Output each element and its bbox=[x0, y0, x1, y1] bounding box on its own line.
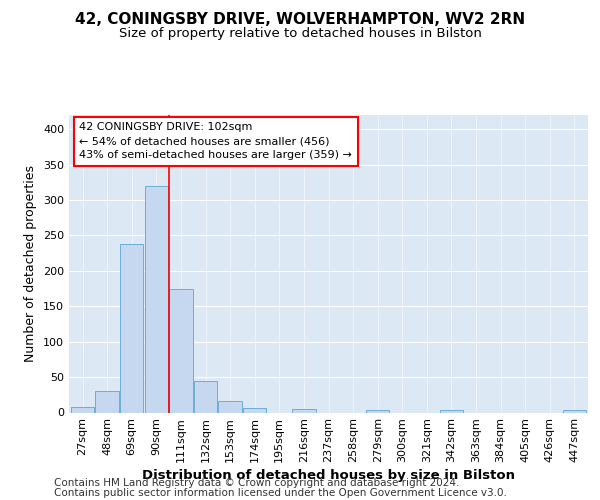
Bar bbox=[71, 407, 94, 412]
Text: Size of property relative to detached houses in Bilston: Size of property relative to detached ho… bbox=[119, 28, 481, 40]
Bar bbox=[194, 382, 217, 412]
Bar bbox=[169, 288, 193, 412]
Y-axis label: Number of detached properties: Number of detached properties bbox=[25, 165, 37, 362]
Text: 42 CONINGSBY DRIVE: 102sqm
← 54% of detached houses are smaller (456)
43% of sem: 42 CONINGSBY DRIVE: 102sqm ← 54% of deta… bbox=[79, 122, 352, 160]
Bar bbox=[145, 186, 168, 412]
Bar bbox=[218, 401, 242, 412]
Text: Contains public sector information licensed under the Open Government Licence v3: Contains public sector information licen… bbox=[54, 488, 507, 498]
Bar bbox=[366, 410, 389, 412]
Text: 42, CONINGSBY DRIVE, WOLVERHAMPTON, WV2 2RN: 42, CONINGSBY DRIVE, WOLVERHAMPTON, WV2 … bbox=[75, 12, 525, 28]
Bar bbox=[440, 410, 463, 412]
Bar bbox=[243, 408, 266, 412]
Bar bbox=[120, 244, 143, 412]
Bar bbox=[292, 409, 316, 412]
Bar bbox=[563, 410, 586, 412]
Text: Contains HM Land Registry data © Crown copyright and database right 2024.: Contains HM Land Registry data © Crown c… bbox=[54, 478, 460, 488]
Bar bbox=[95, 391, 119, 412]
X-axis label: Distribution of detached houses by size in Bilston: Distribution of detached houses by size … bbox=[142, 470, 515, 482]
